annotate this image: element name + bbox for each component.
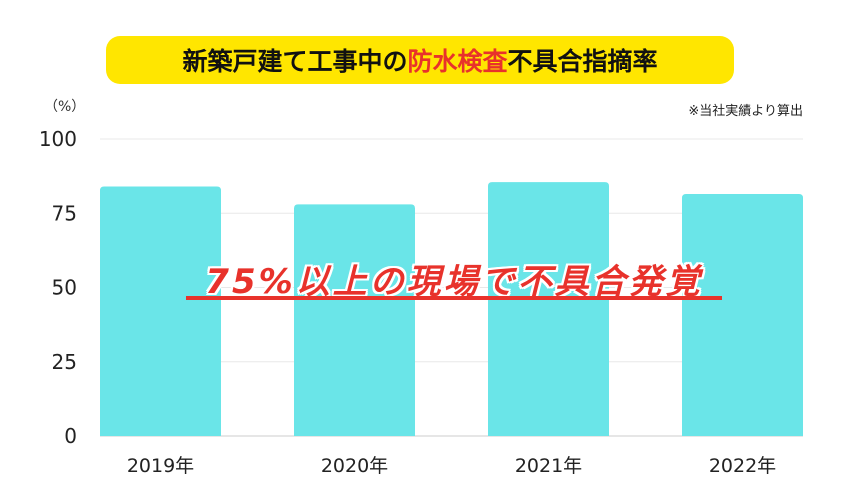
- x-category-label: 2021年: [515, 455, 582, 477]
- y-axis-unit-label: （%）: [44, 99, 86, 115]
- bar-2021年: [488, 182, 609, 436]
- bars: [100, 182, 803, 436]
- y-tick-label: 50: [52, 276, 77, 300]
- y-tick-label: 0: [64, 424, 77, 448]
- y-tick-label: 25: [52, 350, 77, 374]
- title-part-3: 不具合指摘率: [507, 47, 658, 76]
- x-category-label: 2020年: [321, 455, 388, 477]
- highlight-annotation: 75%以上の現場で不具合発覚: [205, 262, 703, 302]
- y-axis-ticks: 0 25 50 75 100: [39, 127, 77, 448]
- x-axis-categories: 2019年 2020年 2021年 2022年: [127, 455, 776, 477]
- title-part-2-highlight: 防水検査: [407, 47, 508, 76]
- annotation-underline: [186, 296, 722, 300]
- bar-2020年: [294, 204, 415, 436]
- y-tick-label: 100: [39, 127, 77, 151]
- x-category-label: 2019年: [127, 455, 194, 477]
- x-category-label: 2022年: [709, 455, 776, 477]
- source-note: ※当社実績より算出: [688, 104, 803, 119]
- y-tick-label: 75: [52, 201, 77, 225]
- chart-title: 新築戸建て工事中の 防水検査 不具合指摘率: [106, 36, 734, 84]
- title-part-1: 新築戸建て工事中の: [182, 47, 408, 76]
- bar-2022年: [682, 193, 803, 436]
- bar-2019年: [100, 186, 221, 436]
